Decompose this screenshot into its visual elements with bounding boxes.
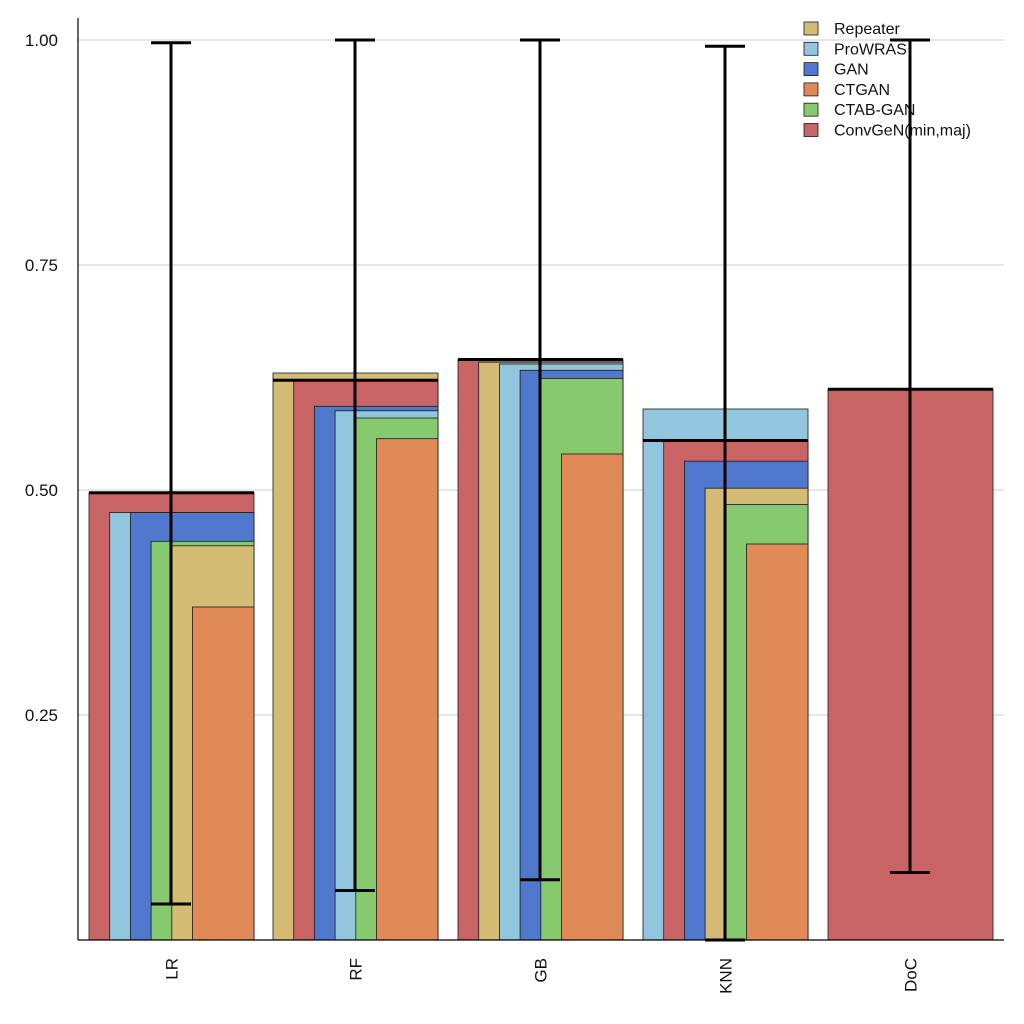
legend-label: CTGAN: [834, 82, 890, 99]
bar-lr-ctgan: [192, 606, 255, 941]
y-tick-label: 0.75: [25, 256, 58, 275]
x-tick-label: GB: [532, 958, 551, 983]
legend-label: Repeater: [834, 21, 900, 38]
y-tick-label: 1.00: [25, 31, 58, 50]
legend-swatch: [803, 41, 819, 56]
legend-label: ConvGeN(min,maj): [834, 123, 971, 140]
legend-swatch: [803, 123, 819, 137]
x-tick-label: LR: [163, 958, 182, 980]
axes-layer: 0.25 0.50 0.75 1.00 LR RF GB KNN DoC: [25, 18, 1004, 994]
legend-swatch: [803, 102, 819, 117]
y-tick-label: 0.50: [25, 481, 58, 500]
x-tick-label: RF: [347, 958, 366, 981]
bar-knn-ctgan: [746, 543, 809, 941]
legend-label: CTAB-GAN: [834, 102, 915, 119]
legend: Repeater ProWRAS GAN CTGAN CTAB-GAN ConvGeN(m…: [803, 21, 971, 140]
y-tick-label: 0.25: [25, 706, 58, 725]
legend-label: ProWRAS: [834, 41, 907, 58]
legend-swatch: [803, 62, 819, 76]
legend-swatch: [803, 82, 819, 97]
bar-gb-ctgan: [561, 453, 624, 941]
legend-label: GAN: [834, 62, 869, 79]
legend-swatch: [803, 21, 819, 36]
x-tick-label: DoC: [902, 958, 921, 992]
bar-rf-ctgan: [376, 438, 439, 941]
x-tick-label: KNN: [717, 958, 736, 994]
error-bars-layer: [89, 38, 993, 942]
